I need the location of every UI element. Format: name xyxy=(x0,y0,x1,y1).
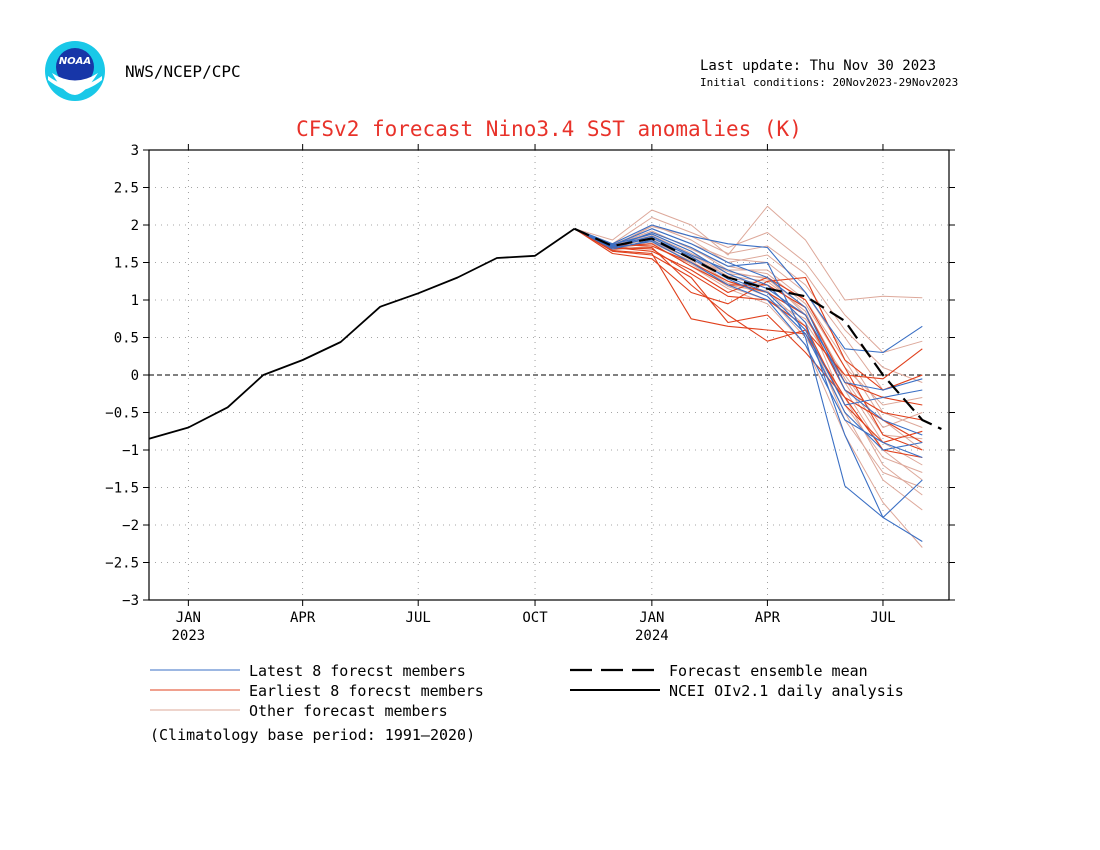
latest-member-line xyxy=(574,228,923,542)
x-tick-year: 2024 xyxy=(635,628,669,644)
legend-latest-label: Latest 8 forecst members xyxy=(249,662,466,680)
y-tick-label: 2 xyxy=(131,218,139,234)
x-tick-label: APR xyxy=(290,610,316,626)
x-tick-label: JAN xyxy=(639,610,664,626)
legend-analysis-label: NCEI OIv2.1 daily analysis xyxy=(669,682,904,700)
earliest-members xyxy=(574,228,923,459)
x-tick-label: JAN xyxy=(176,610,201,626)
other-member-line xyxy=(574,205,923,301)
x-tick-label: JUL xyxy=(406,610,431,626)
x-tick-label: OCT xyxy=(522,610,548,626)
analysis-series-line xyxy=(148,227,575,440)
x-tick-label: JUL xyxy=(870,610,895,626)
agency-label: NWS/NCEP/CPC xyxy=(125,62,241,81)
chart-title: CFSv2 forecast Nino3.4 SST anomalies (K) xyxy=(296,117,802,141)
mean-series-line xyxy=(573,227,942,430)
latest-member-line xyxy=(574,228,923,436)
ensemble-mean xyxy=(573,227,942,430)
legend-other-label: Other forecast members xyxy=(249,702,448,720)
y-tick-label: −3 xyxy=(122,593,139,609)
other-member-line xyxy=(574,228,923,548)
y-tick-label: 2.5 xyxy=(114,181,139,197)
latest-members xyxy=(574,224,923,542)
last-update-label: Last update: Thu Nov 30 2023 xyxy=(700,58,937,74)
y-tick-label: 1 xyxy=(131,293,139,309)
earliest-member-line xyxy=(574,228,923,459)
y-tick-label: 3 xyxy=(131,143,139,159)
x-tick-label: APR xyxy=(755,610,781,626)
y-tick-label: 0.5 xyxy=(114,331,139,347)
latest-member-line xyxy=(574,228,923,519)
svg-text:NOAA: NOAA xyxy=(59,56,91,67)
latest-member-line xyxy=(574,228,923,391)
earliest-member-line xyxy=(574,228,923,444)
noaa-logo: NOAA xyxy=(45,41,105,101)
other-member-line xyxy=(574,228,923,473)
earliest-member-line xyxy=(574,228,923,443)
y-tick-label: 1.5 xyxy=(114,256,139,272)
climatology-note: (Climatology base period: 1991—2020) xyxy=(150,726,476,744)
y-tick-label: −0.5 xyxy=(105,406,139,422)
initial-conditions-label: Initial conditions: 20Nov2023-29Nov2023 xyxy=(700,76,959,89)
y-tick-label: −2 xyxy=(122,518,139,534)
other-member-line xyxy=(574,217,923,353)
y-tick-label: −1 xyxy=(122,443,139,459)
other-member-line xyxy=(574,228,923,488)
y-tick-label: −2.5 xyxy=(105,556,139,572)
legend-earliest-label: Earliest 8 forecst members xyxy=(249,682,484,700)
other-member-line xyxy=(574,228,923,511)
legend-mean-label: Forecast ensemble mean xyxy=(669,662,868,680)
analysis-line xyxy=(148,227,575,440)
legend: Latest 8 forecst members Earliest 8 fore… xyxy=(150,662,904,720)
x-tick-year: 2023 xyxy=(172,628,206,644)
y-tick-label: −1.5 xyxy=(105,481,139,497)
y-tick-label: 0 xyxy=(131,368,139,384)
axes: −3 −2.5 −2 −1.5 −1 −0.5 0 0.5 1 1.5 2 2.5 3 JAN 2023 AP… xyxy=(105,143,955,644)
other-members xyxy=(574,205,923,548)
other-member-line xyxy=(574,226,923,383)
latest-member-line xyxy=(574,224,923,354)
latest-member-line xyxy=(574,228,923,459)
